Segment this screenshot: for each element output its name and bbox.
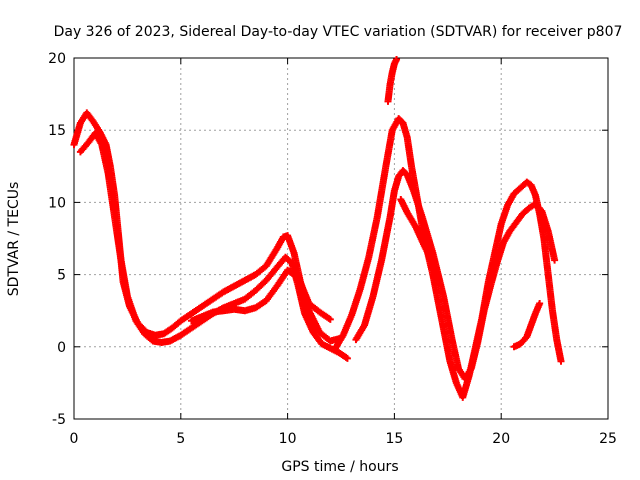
x-tick-label: 5	[176, 431, 185, 447]
x-tick-label: 25	[599, 431, 617, 447]
data-point	[536, 299, 544, 307]
y-tick-label: 0	[57, 340, 66, 356]
series-track-6	[384, 55, 401, 105]
series-track-3	[187, 266, 334, 325]
plot-frame	[73, 57, 609, 420]
x-axis-label: GPS time / hours	[281, 459, 398, 475]
data-point	[326, 315, 334, 323]
y-tick-label: 15	[48, 123, 66, 139]
y-tick-label: 10	[48, 195, 66, 211]
data-point	[557, 357, 565, 365]
x-tick-label: 10	[279, 431, 297, 447]
data-point	[393, 55, 401, 63]
data-marks	[70, 55, 565, 401]
x-tick-label: 0	[70, 431, 79, 447]
y-axis-label: SDTVAR / TECUs	[6, 182, 22, 297]
series-track-5	[352, 167, 559, 383]
series-track-8	[510, 299, 544, 351]
y-tick-label: 5	[57, 268, 66, 284]
series-track-7	[397, 196, 443, 284]
data-point	[343, 354, 351, 362]
series-track-4	[331, 115, 565, 401]
chart-title: Day 326 of 2023, Sidereal Day-to-day VTE…	[54, 24, 623, 40]
x-tick-label: 15	[385, 431, 403, 447]
x-tick-label: 20	[492, 431, 510, 447]
series-track-2	[76, 129, 351, 362]
data-point	[435, 276, 443, 284]
data-point	[551, 256, 559, 264]
y-tick-label: 20	[48, 51, 66, 67]
y-tick-label: -5	[52, 412, 66, 428]
grid-lines	[74, 58, 608, 419]
